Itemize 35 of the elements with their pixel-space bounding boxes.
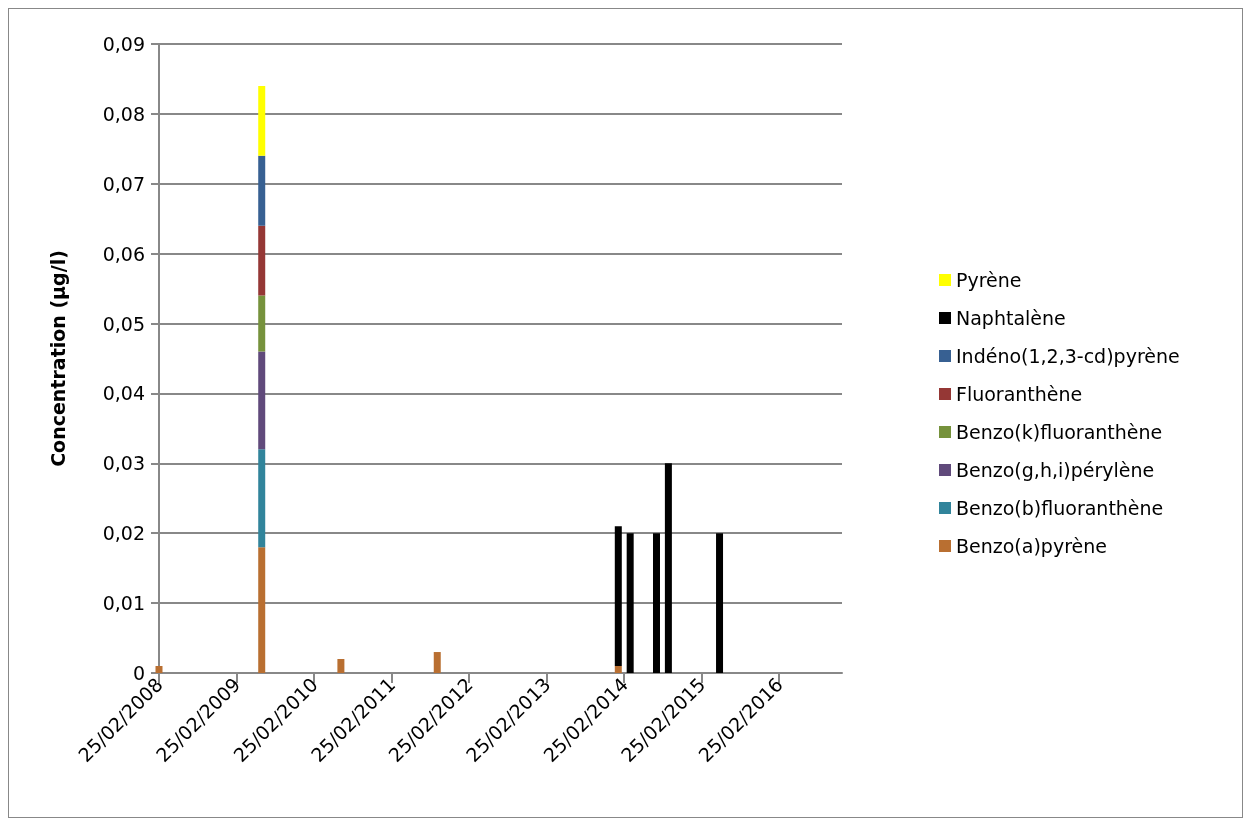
y-axis-title: Concentration (µg/l)	[46, 250, 69, 467]
y-tick-label: 0,07	[102, 172, 145, 195]
y-tick-label: 0,02	[102, 522, 145, 545]
y-tick-label: 0,01	[102, 592, 145, 615]
bar	[258, 449, 266, 548]
bar	[258, 295, 266, 352]
y-tick-label: 0,03	[102, 452, 145, 475]
bar	[155, 666, 163, 673]
y-tick-label: 0,08	[102, 102, 145, 125]
y-tick-label: 0,06	[102, 242, 145, 265]
bar	[337, 659, 345, 673]
legend-label: Benzo(g,h,i)pérylène	[956, 459, 1155, 481]
legend-label: Benzo(k)fluoranthène	[956, 421, 1163, 443]
legend-label: Naphtalène	[956, 307, 1066, 329]
y-tick-label: 0,04	[102, 382, 145, 405]
y-tick-label: 0	[132, 662, 145, 684]
bar	[258, 225, 266, 296]
legend-label: Indéno(1,2,3-cd)pyrène	[956, 345, 1180, 367]
legend-label: Benzo(b)fluoranthène	[956, 497, 1164, 519]
bar	[716, 533, 724, 673]
bar	[614, 666, 622, 673]
bar	[258, 155, 266, 226]
bar	[653, 533, 660, 673]
y-tick-label: 0,05	[102, 312, 145, 335]
bar	[433, 652, 441, 673]
bar	[258, 547, 266, 673]
bar	[626, 533, 634, 673]
legend-label: Fluoranthène	[956, 383, 1083, 405]
bar	[258, 351, 266, 450]
y-tick-label: 0,09	[102, 33, 145, 55]
legend-label: Benzo(a)pyrène	[956, 535, 1107, 557]
bar	[258, 85, 266, 156]
bar	[614, 526, 622, 667]
legend-label: Pyrène	[956, 269, 1022, 291]
bar	[664, 463, 672, 673]
